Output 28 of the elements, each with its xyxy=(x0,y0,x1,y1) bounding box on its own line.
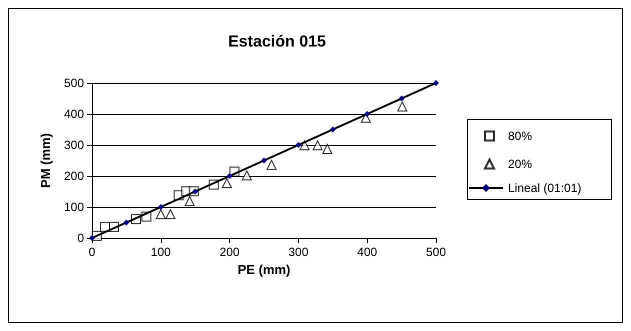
point xyxy=(322,144,332,154)
legend-label: 80% xyxy=(508,129,532,143)
y-tick-label: 200 xyxy=(64,169,84,183)
point xyxy=(312,140,323,150)
point xyxy=(300,140,310,150)
chart-title: Estación 015 xyxy=(228,34,326,50)
y-tick-label: 100 xyxy=(64,200,84,214)
x-tick-label: 200 xyxy=(220,245,240,259)
y-tick-label: 0 xyxy=(77,231,84,245)
point xyxy=(397,102,408,112)
legend-label: Lineal (01:01) xyxy=(508,181,582,195)
x-axis-title: PE (mm) xyxy=(238,262,290,277)
point xyxy=(242,170,252,180)
x-tick-label: 400 xyxy=(357,245,378,259)
y-tick-label: 300 xyxy=(64,138,84,152)
y-axis-title: PM (mm) xyxy=(38,133,53,188)
point xyxy=(266,160,277,170)
y-tick-label: 400 xyxy=(64,107,84,121)
point xyxy=(222,178,232,188)
x-tick-label: 300 xyxy=(288,245,309,259)
x-tick-label: 500 xyxy=(426,245,446,259)
y-tick-label: 500 xyxy=(64,76,84,90)
legend-label: 20% xyxy=(508,157,532,171)
x-tick-label: 100 xyxy=(150,245,172,259)
point xyxy=(165,209,176,220)
x-tick-label: 0 xyxy=(88,245,96,259)
point xyxy=(156,209,166,220)
point xyxy=(184,196,195,206)
